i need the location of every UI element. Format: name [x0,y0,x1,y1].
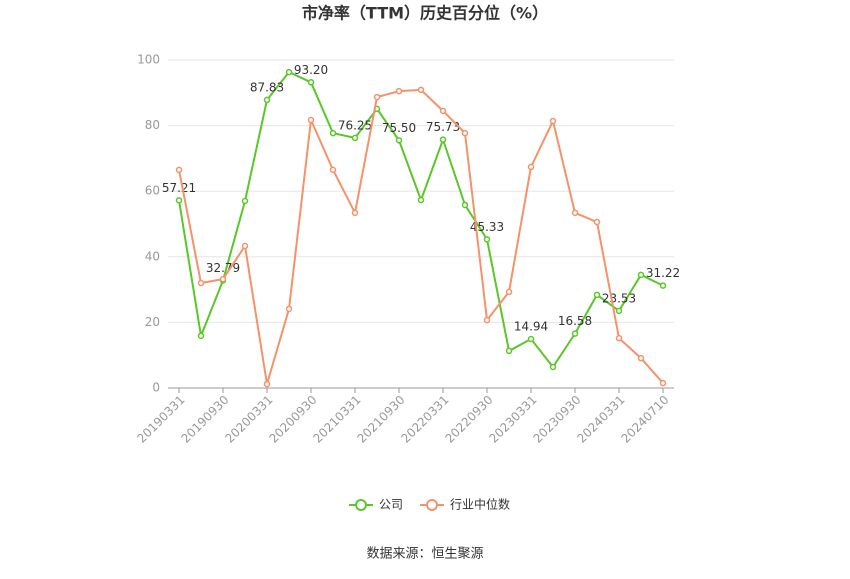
data-point [351,209,359,217]
data-label: 75.50 [382,121,416,135]
data-point [505,288,513,296]
y-tick-label: 100 [137,53,160,67]
data-point [175,166,183,174]
data-point [417,196,425,204]
legend-label: 行业中位数 [450,497,510,512]
x-tick-label: 20240710 [619,393,672,446]
data-label: 16.58 [558,314,592,328]
chart-title: 市净率（TTM）历史百分位（%） [302,4,548,23]
data-point [285,305,293,313]
data-point [615,307,623,315]
y-tick-label: 20 [145,315,160,329]
data-point [659,282,667,289]
data-point [373,93,381,101]
data-point [263,96,271,104]
data-point [461,201,469,209]
data-point [483,236,491,243]
data-point [197,332,205,340]
data-point [549,117,557,125]
y-tick-label: 40 [145,249,160,263]
data-point [351,134,359,142]
data-label: 93.20 [294,63,328,77]
data-point [417,86,425,94]
data-point [637,354,645,362]
data-label: 31.22 [646,266,680,280]
data-point [285,68,293,76]
y-tick-label: 0 [152,381,160,395]
data-point [197,279,205,287]
data-point [527,335,535,343]
data-point [571,209,579,217]
data-point [483,316,491,324]
data-point [505,347,513,355]
data-point [329,129,337,137]
data-point [175,197,183,204]
data-point [571,330,579,337]
data-point [241,197,249,205]
data-point [307,79,315,86]
data-point [439,107,447,115]
data-point [439,136,447,143]
data-point [659,379,667,387]
data-point [307,116,315,124]
data-label: 32.79 [206,261,240,275]
series-line [178,88,664,385]
data-point [241,242,249,250]
data-point [593,291,601,299]
data-point [395,87,403,95]
data-point [593,218,601,226]
legend-marker [426,499,438,511]
y-tick-label: 80 [145,118,160,132]
data-point [527,163,535,171]
data-point [615,334,623,342]
data-label: 14.94 [514,319,548,333]
legend-label: 公司 [379,498,403,512]
data-point [329,166,337,174]
data-label: 87.83 [250,80,284,94]
legend-marker [355,499,367,511]
data-label: 23.53 [602,291,636,305]
data-label: 75.73 [426,120,460,134]
source: 数据来源：恒生聚源 [366,547,483,562]
data-point [549,363,557,371]
data-point [461,129,469,137]
data-point [637,271,645,279]
y-tick-label: 60 [145,184,160,198]
data-label: 76.25 [338,118,372,132]
data-label: 57.21 [162,181,196,195]
data-point [219,275,227,283]
data-point [263,380,271,388]
data-point [395,137,403,144]
data-label: 45.33 [470,220,504,234]
